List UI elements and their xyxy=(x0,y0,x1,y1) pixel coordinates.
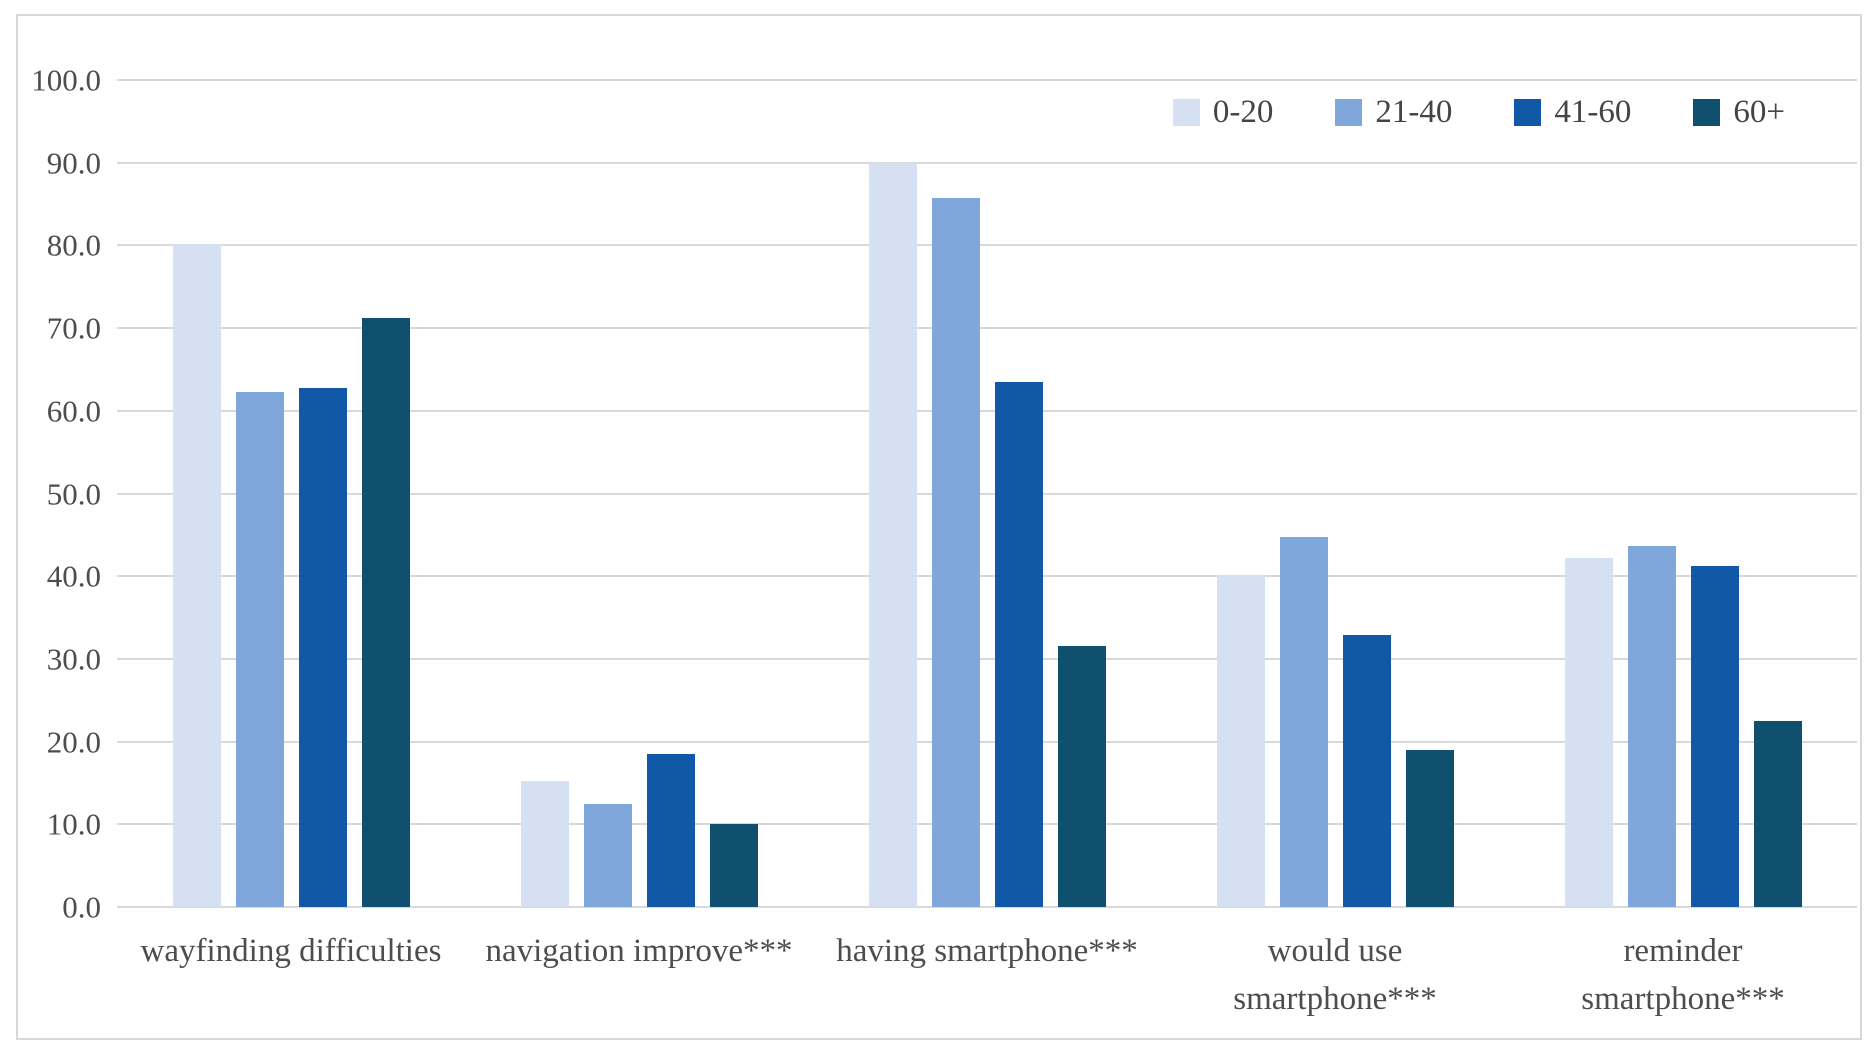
gridline-90 xyxy=(117,161,1857,164)
legend-swatch-icon xyxy=(1693,99,1721,126)
bar-60+-group-3 xyxy=(1057,645,1106,907)
category-label-line: wayfinding difficulties xyxy=(140,933,442,969)
bar-41-60-group-1 xyxy=(298,387,347,907)
legend-label: 21-40 xyxy=(1375,94,1453,130)
y-tick-label-60: 60.0 xyxy=(46,393,101,429)
category-label-line: smartphone*** xyxy=(1233,980,1437,1017)
bar-0-20-group-2 xyxy=(520,781,569,907)
legend-label: 41-60 xyxy=(1554,94,1632,130)
bar-0-20-group-3 xyxy=(868,162,917,907)
bar-41-60-group-5 xyxy=(1690,566,1739,907)
y-tick-label-0: 0.0 xyxy=(62,889,101,925)
category-label-line: reminder xyxy=(1623,933,1743,969)
gridline-60 xyxy=(117,409,1857,412)
gridline-0 xyxy=(117,906,1857,908)
legend-label: 0-20 xyxy=(1212,94,1274,130)
legend-swatch-icon xyxy=(1514,99,1542,126)
category-label-line: smartphone*** xyxy=(1581,980,1785,1017)
gridline-40 xyxy=(117,575,1857,578)
bar-21-40-group-5 xyxy=(1627,545,1676,907)
y-tick-label-70: 70.0 xyxy=(46,310,101,346)
gridline-80 xyxy=(117,244,1857,247)
y-tick-label-80: 80.0 xyxy=(46,227,101,263)
bar-21-40-group-1 xyxy=(235,391,284,907)
y-tick-label-30: 30.0 xyxy=(46,641,101,677)
bar-21-40-group-2 xyxy=(583,804,632,907)
y-tick-label-40: 40.0 xyxy=(46,558,101,594)
legend-swatch-icon xyxy=(1335,99,1363,126)
bar-60+-group-5 xyxy=(1753,720,1802,907)
bar-60+-group-2 xyxy=(709,824,758,907)
gridline-100 xyxy=(117,79,1857,81)
legend-label: 60+ xyxy=(1733,94,1785,130)
gridline-70 xyxy=(117,327,1857,330)
bar-group-1 xyxy=(117,80,465,907)
bar-41-60-group-3 xyxy=(994,381,1043,907)
bar-21-40-group-3 xyxy=(931,198,980,907)
x-axis-labels: wayfinding difficulties navigation improv… xyxy=(117,928,1857,1024)
y-tick-label-10: 10.0 xyxy=(46,806,101,842)
bar-41-60-group-4 xyxy=(1342,634,1391,907)
bar-group-3 xyxy=(813,80,1161,907)
legend: 0-20 21-40 41-60 60+ xyxy=(1172,94,1785,130)
gridline-20 xyxy=(117,740,1857,743)
category-label-1: wayfinding difficulties xyxy=(117,928,465,1024)
bar-41-60-group-2 xyxy=(646,754,695,907)
gridline-10 xyxy=(117,823,1857,826)
legend-swatch-icon xyxy=(1172,99,1200,126)
gridline-50 xyxy=(117,492,1857,495)
legend-item-60+: 60+ xyxy=(1693,96,1785,129)
bar-0-20-group-5 xyxy=(1564,558,1613,907)
category-label-3: having smartphone*** xyxy=(813,928,1161,1024)
bar-60+-group-4 xyxy=(1405,749,1454,907)
bar-21-40-group-4 xyxy=(1279,536,1328,907)
chart-frame: 0.0 10.0 20.0 30.0 40.0 50.0 60.0 70.0 80.0 90.0 1… xyxy=(16,14,1862,1040)
y-tick-label-100: 100.0 xyxy=(31,62,101,98)
category-label-line: having smartphone*** xyxy=(836,933,1138,969)
y-tick-label-90: 90.0 xyxy=(46,145,101,181)
category-label-line: navigation improve*** xyxy=(485,933,793,969)
legend-item-0-20: 0-20 xyxy=(1172,94,1274,130)
bar-0-20-group-1 xyxy=(172,243,221,907)
category-label-5: reminder smartphone*** xyxy=(1509,928,1857,1024)
bar-0-20-group-4 xyxy=(1216,575,1265,907)
gridline-30 xyxy=(117,657,1857,660)
bar-group-2 xyxy=(465,80,813,907)
category-label-4: would use smartphone*** xyxy=(1161,928,1509,1024)
plot-area: 0.0 10.0 20.0 30.0 40.0 50.0 60.0 70.0 80.0 90.0 1… xyxy=(31,65,1857,923)
category-label-line: would use xyxy=(1267,933,1403,969)
legend-item-41-60: 41-60 xyxy=(1514,96,1631,129)
category-label-2: navigation improve*** xyxy=(465,928,813,1024)
bar-groups xyxy=(117,80,1857,907)
bar-group-5 xyxy=(1509,80,1857,907)
bar-group-4 xyxy=(1161,80,1509,907)
y-tick-label-20: 20.0 xyxy=(46,724,101,760)
legend-item-21-40: 21-40 xyxy=(1335,96,1452,129)
bar-60+-group-1 xyxy=(361,318,410,907)
y-tick-label-50: 50.0 xyxy=(46,476,101,511)
